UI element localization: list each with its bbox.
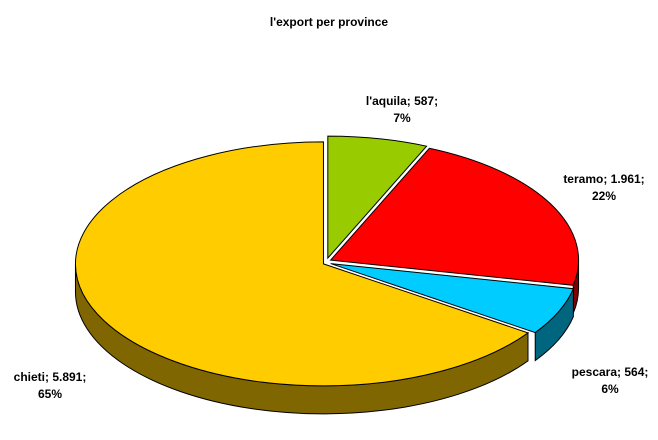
data-label-l-aquila: l'aquila; 587; 7% bbox=[366, 94, 438, 125]
pie-data-labels: l'aquila; 587; 7% teramo; 1.961; 22% pescara… bbox=[14, 94, 649, 401]
data-label-chieti: chieti; 5.891; 65% bbox=[14, 370, 87, 401]
pie-slices bbox=[74, 135, 580, 387]
pie-slice-pescara bbox=[330, 263, 575, 334]
data-label-teramo-percent: 22% bbox=[592, 189, 616, 203]
pie-slice-l-aquila bbox=[327, 135, 428, 260]
data-label-teramo-value: teramo; 1.961; bbox=[563, 172, 644, 186]
data-label-chieti-percent: 65% bbox=[38, 387, 62, 401]
data-label-pescara: pescara; 564; 6% bbox=[572, 365, 649, 396]
data-label-pescara-value: pescara; 564; bbox=[572, 365, 649, 379]
data-label-l-aquila-value: l'aquila; 587; bbox=[366, 94, 438, 108]
data-label-teramo: teramo; 1.961; 22% bbox=[563, 172, 644, 203]
data-label-chieti-value: chieti; 5.891; bbox=[14, 370, 87, 384]
pie-slice-teramo bbox=[329, 147, 580, 286]
data-label-l-aquila-percent: 7% bbox=[393, 111, 411, 125]
data-label-pescara-percent: 6% bbox=[601, 382, 619, 396]
pie-slice-chieti bbox=[74, 141, 530, 387]
chart-title: l'export per province bbox=[270, 15, 389, 29]
